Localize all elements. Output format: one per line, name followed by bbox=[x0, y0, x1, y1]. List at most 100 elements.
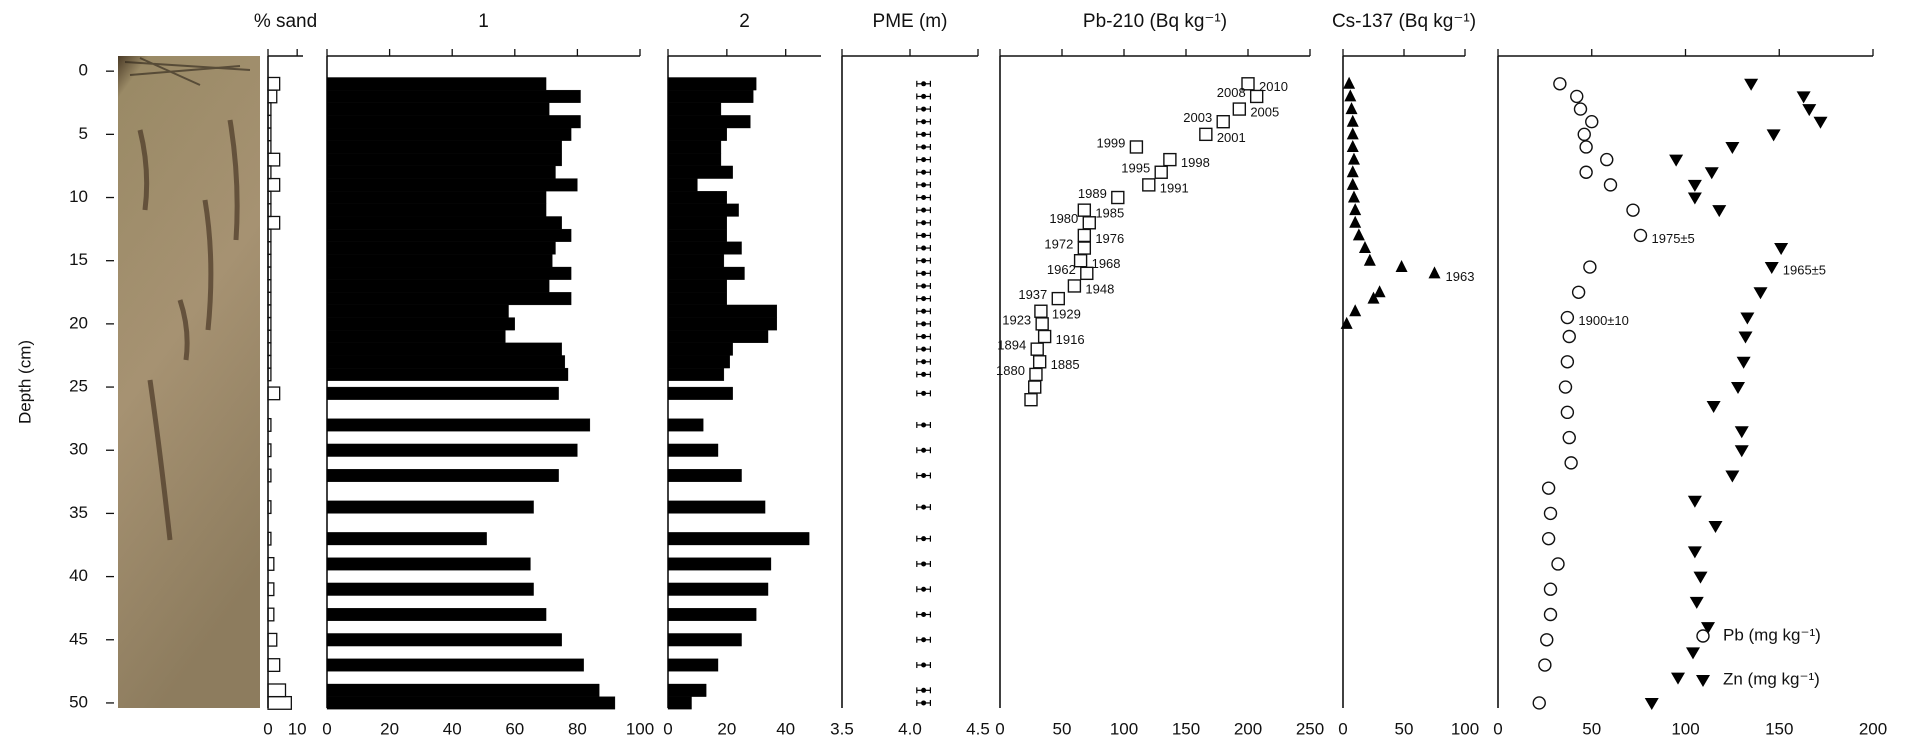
bar bbox=[326, 241, 556, 255]
photo-roots bbox=[124, 57, 251, 86]
bar bbox=[667, 557, 772, 571]
bar bbox=[326, 317, 515, 331]
bar bbox=[267, 291, 272, 306]
bar bbox=[326, 355, 566, 369]
point bbox=[1082, 216, 1096, 230]
point bbox=[1024, 392, 1038, 407]
x-tick-label: 0 bbox=[1338, 719, 1347, 738]
bar bbox=[667, 115, 751, 129]
bar bbox=[667, 292, 727, 306]
bar bbox=[267, 165, 272, 180]
bar bbox=[667, 254, 725, 268]
point bbox=[1028, 380, 1042, 394]
point bbox=[1373, 285, 1386, 298]
bar bbox=[267, 190, 272, 205]
bar bbox=[667, 386, 733, 400]
x-tick-label: 50 bbox=[1582, 719, 1601, 738]
bar bbox=[267, 531, 272, 546]
point-label: 2010 bbox=[1259, 79, 1288, 94]
point bbox=[1744, 78, 1759, 91]
x-tick-label: 40 bbox=[776, 719, 795, 738]
point bbox=[921, 245, 927, 251]
point bbox=[921, 119, 927, 125]
bar bbox=[267, 316, 272, 331]
y-tick-label: 5 bbox=[79, 124, 88, 143]
bar bbox=[667, 633, 742, 647]
bar bbox=[667, 683, 707, 697]
bar bbox=[267, 500, 272, 515]
point bbox=[1577, 127, 1591, 142]
point bbox=[1687, 179, 1702, 192]
bar bbox=[667, 165, 733, 179]
point bbox=[1111, 190, 1125, 205]
point bbox=[921, 371, 927, 377]
x-tick-label: 200 bbox=[1234, 719, 1262, 738]
point bbox=[1343, 76, 1356, 89]
bar bbox=[667, 140, 722, 154]
bar bbox=[667, 266, 745, 280]
point-label: 1998 bbox=[1181, 155, 1210, 170]
photo-streaks bbox=[137, 119, 240, 541]
bar bbox=[326, 469, 559, 482]
x-tick-label: 100 bbox=[626, 719, 654, 738]
point bbox=[921, 308, 927, 314]
bar bbox=[326, 216, 562, 230]
panel-title: 2 bbox=[739, 11, 750, 32]
panel-title: Cs-137 (Bq kg⁻¹) bbox=[1332, 11, 1476, 32]
y-tick-label: 45 bbox=[69, 629, 88, 648]
x-tick-label: 200 bbox=[1859, 719, 1887, 738]
point bbox=[1708, 521, 1723, 534]
point bbox=[1347, 190, 1360, 203]
point bbox=[921, 473, 927, 479]
point bbox=[1346, 139, 1359, 152]
panel-title: % sand bbox=[254, 11, 317, 32]
point bbox=[1603, 178, 1618, 192]
point bbox=[1241, 77, 1255, 91]
point-label: 2008 bbox=[1217, 85, 1246, 100]
point bbox=[1734, 426, 1749, 439]
point bbox=[921, 359, 927, 365]
point bbox=[921, 131, 927, 137]
point bbox=[1067, 279, 1082, 293]
point bbox=[1693, 571, 1708, 584]
point bbox=[1345, 102, 1358, 115]
bar bbox=[267, 468, 272, 483]
point bbox=[1346, 127, 1359, 140]
point-label: 1916 bbox=[1056, 332, 1085, 347]
bar bbox=[326, 330, 506, 343]
bar bbox=[667, 355, 730, 369]
bar bbox=[667, 241, 742, 255]
bar bbox=[267, 354, 272, 369]
x-tick-label: 40 bbox=[443, 719, 462, 738]
point bbox=[1579, 140, 1593, 154]
point-label: 1991 bbox=[1160, 180, 1189, 195]
point bbox=[1669, 154, 1684, 167]
legend-label: Zn (mg kg⁻¹) bbox=[1723, 669, 1820, 688]
x-tick-label: 100 bbox=[1451, 719, 1479, 738]
point bbox=[1349, 304, 1362, 317]
panel-title: Pb-210 (Bq kg⁻¹) bbox=[1083, 11, 1227, 32]
point bbox=[1687, 546, 1702, 559]
point bbox=[1551, 557, 1565, 571]
y-axis-label: Depth (cm) bbox=[15, 340, 34, 424]
point bbox=[1764, 262, 1779, 275]
point bbox=[1077, 228, 1092, 243]
x-tick-label: 0 bbox=[995, 719, 1004, 738]
point bbox=[1346, 165, 1359, 178]
point bbox=[1029, 367, 1043, 382]
point bbox=[1686, 647, 1700, 660]
bar bbox=[326, 443, 578, 457]
y-tick-label: 0 bbox=[79, 61, 88, 80]
point bbox=[1142, 178, 1156, 192]
point bbox=[1600, 152, 1614, 167]
point-label: 1900±10 bbox=[1578, 313, 1629, 328]
point bbox=[1344, 89, 1357, 102]
bar bbox=[667, 330, 769, 343]
bar bbox=[326, 254, 553, 268]
bar bbox=[326, 386, 559, 400]
point-label: 1989 bbox=[1078, 186, 1107, 201]
point bbox=[921, 504, 927, 510]
bar bbox=[326, 266, 572, 280]
bar bbox=[267, 342, 272, 357]
point bbox=[1340, 316, 1353, 329]
